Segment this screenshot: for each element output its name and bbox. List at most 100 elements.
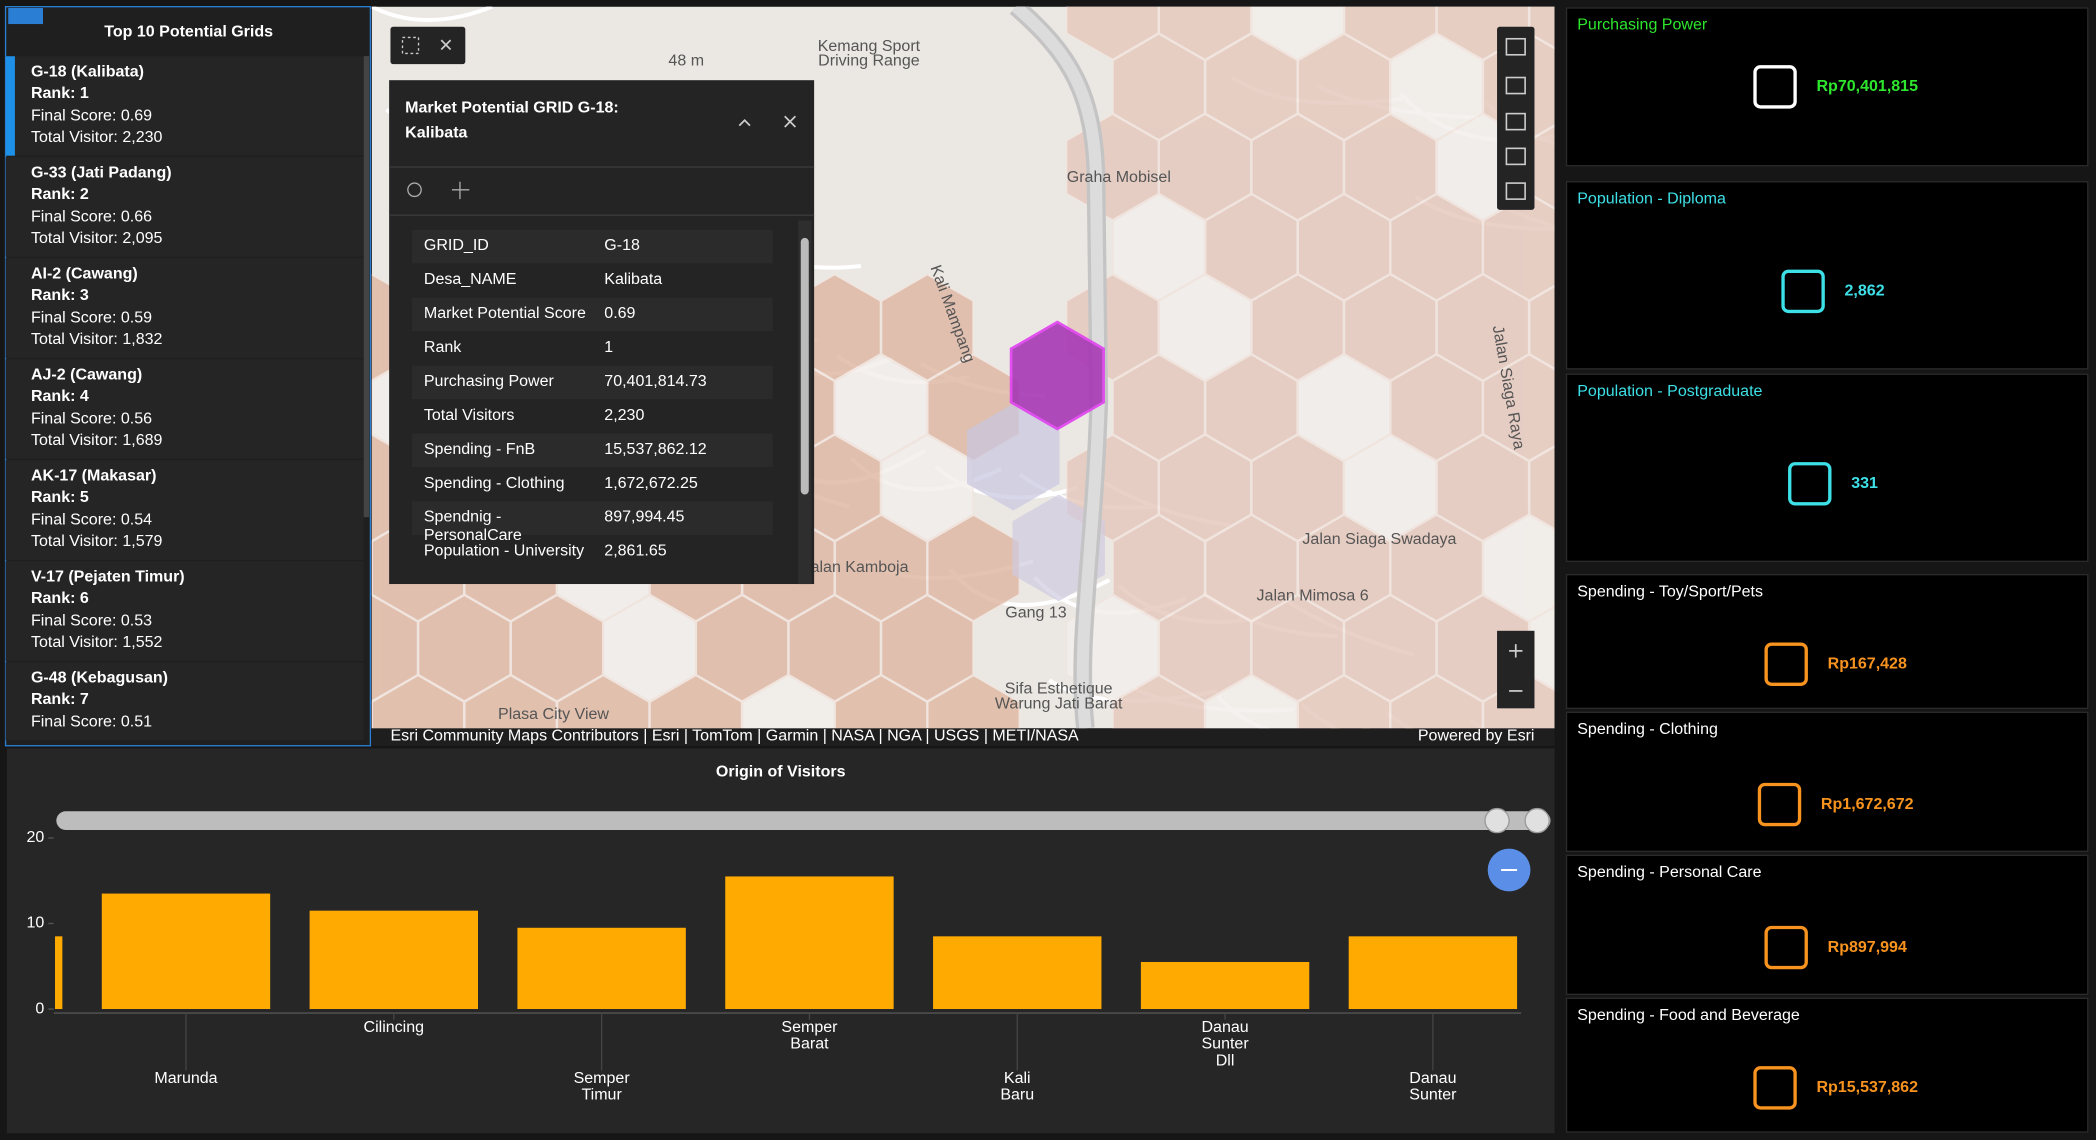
list-item[interactable]	[5, 460, 364, 560]
grid-hex	[1529, 446, 1555, 530]
kpi-value: Rp1,672,672	[1821, 795, 1914, 813]
item-rank: Rank: 3	[31, 286, 89, 304]
list-item[interactable]	[5, 561, 364, 661]
map-label: Gang 13	[1005, 604, 1067, 622]
grid-hex	[742, 674, 835, 729]
map-label: Sifa Esthetique Warung Jati Barat	[995, 680, 1123, 713]
table-row	[411, 229, 773, 264]
street	[371, 6, 493, 23]
kpi-icon	[1753, 65, 1797, 109]
x-tick-label: Semper	[574, 1069, 631, 1087]
grid-hex	[1343, 594, 1437, 702]
grid-hex	[1205, 193, 1298, 301]
grid-hex	[1436, 6, 1530, 61]
scroll-thumb[interactable]	[800, 237, 809, 495]
field-name: Population - University	[424, 542, 584, 560]
grid-hex	[1482, 354, 1555, 462]
kpi-icon	[1788, 462, 1832, 506]
item-score: Final Score: 0.54	[31, 511, 152, 529]
tool-button[interactable]	[1505, 182, 1526, 200]
field-value: Kalibata	[604, 270, 662, 288]
item-score: Final Score: 0.66	[31, 208, 152, 226]
field-name: Total Visitors	[424, 406, 515, 424]
pan-to	[451, 181, 470, 200]
item-name: G-18 (Kalibata)	[31, 62, 144, 80]
kpi-card	[1565, 711, 2089, 852]
table-row	[411, 501, 773, 535]
road	[1011, 6, 1105, 729]
item-visitor: Total Visitor: 2,230	[31, 128, 163, 146]
item-rank: Rank: 7	[31, 690, 89, 708]
item-visitor: Total Visitor: 1,832	[31, 330, 163, 348]
item-visitor: Total Visitor: 2,095	[31, 229, 163, 247]
x-tick-label: Danau	[1201, 1018, 1248, 1036]
y-tick-label: 0	[35, 999, 44, 1017]
grid-hex	[371, 594, 419, 702]
grid-hex	[556, 674, 650, 729]
list-item[interactable]	[5, 662, 364, 762]
item-rank: Rank: 1	[31, 84, 89, 102]
x-tick-label: Baru	[1000, 1085, 1034, 1103]
grid-hex	[880, 594, 974, 702]
grid-hex	[649, 674, 743, 729]
zoom-in[interactable]	[1509, 644, 1523, 658]
kpi-label: Spending - Personal Care	[1577, 863, 1761, 881]
field-name: GRID_ID	[424, 236, 489, 254]
grid-hex	[880, 273, 974, 381]
grid-hex	[1205, 514, 1298, 622]
grid-hex	[1297, 33, 1391, 141]
range-slider[interactable]	[56, 811, 1551, 830]
grid-hex	[1112, 33, 1206, 141]
select-tool[interactable]	[390, 26, 466, 65]
field-value: 70,401,814.73	[604, 372, 707, 390]
grid-hex	[1205, 674, 1298, 729]
menu-button[interactable]	[8, 8, 43, 25]
slider-handle[interactable]	[1524, 807, 1550, 834]
kpi-label: Population - Postgraduate	[1577, 382, 1762, 400]
kpi-label: Population - Diploma	[1577, 189, 1726, 207]
list-item[interactable]	[5, 56, 364, 156]
grid-hex	[1297, 674, 1391, 729]
kpi-icon	[1764, 925, 1808, 970]
zoom-control	[1497, 630, 1535, 709]
tool-button[interactable]	[1505, 147, 1526, 166]
kpi-card	[1565, 373, 2089, 562]
field-value: 2,861.65	[604, 542, 666, 560]
x-tick-label: Danau	[1409, 1069, 1456, 1087]
list-item[interactable]	[5, 359, 364, 459]
grid-hex	[371, 674, 465, 729]
collapse-icon[interactable]	[738, 115, 797, 128]
grid-hex	[1482, 193, 1555, 301]
list-title: Top 10 Potential Grids	[104, 22, 273, 40]
tool-button[interactable]	[1505, 76, 1526, 95]
kpi-value: Rp167,428	[1828, 654, 1907, 672]
attribution: Esri Community Maps Contributors | Esri …	[390, 727, 1079, 745]
kpi-label: Spending - Toy/Sport/Pets	[1577, 582, 1763, 600]
item-visitor: Total Visitor: 1,579	[31, 532, 163, 550]
grid-hex	[1158, 6, 1252, 61]
powered-by: Powered by Esri	[1418, 727, 1535, 745]
popup	[389, 80, 815, 585]
slider-handle[interactable]	[1484, 807, 1510, 834]
grid-hex	[464, 674, 557, 729]
list-item[interactable]	[5, 157, 364, 257]
item-visitor: Total Visitor: 1,552	[31, 633, 163, 651]
item-score: Final Score: 0.51	[31, 713, 152, 731]
grid-hex	[603, 594, 696, 702]
table-row	[411, 297, 773, 332]
map-label: Plasa City View	[498, 705, 609, 723]
list-item[interactable]	[5, 258, 364, 358]
kpi-label: Spending - Clothing	[1577, 720, 1718, 738]
field-name: Purchasing Power	[424, 372, 555, 390]
selected-marker	[5, 56, 15, 156]
grid-hex	[834, 514, 928, 622]
kpi-card	[1565, 7, 2089, 167]
close-icon	[440, 39, 452, 51]
field-value: 897,994.45	[604, 508, 684, 526]
grid-hex	[834, 674, 928, 729]
x-tick-label: Timur	[581, 1085, 622, 1103]
tool-button[interactable]	[1505, 37, 1526, 56]
grid-hex	[1158, 434, 1252, 542]
tool-button[interactable]	[1505, 112, 1526, 131]
